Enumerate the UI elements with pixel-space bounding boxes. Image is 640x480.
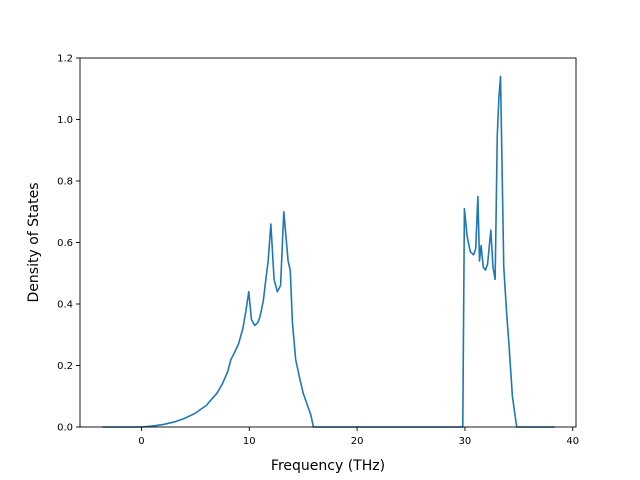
x-tick-label: 20 [351,436,364,447]
y-tick-label: 1.2 [57,54,73,65]
x-axis: 0 10 20 30 40 [138,427,579,447]
y-tick-label: 0.8 [57,177,73,188]
y-axis-label: Density of States [26,183,42,303]
y-axis: 0.0 0.2 0.4 0.6 0.8 1.0 1.2 [57,54,80,434]
x-tick-label: 40 [566,436,579,447]
y-tick-label: 0.2 [57,361,73,372]
y-tick-label: 0.4 [57,300,73,311]
y-tick-label: 0.0 [57,423,73,434]
x-tick-label: 0 [138,436,144,447]
y-tick-label: 0.6 [57,238,73,249]
x-tick-label: 10 [243,436,256,447]
dos-line [101,75,556,428]
y-tick-label: 1.0 [57,115,73,126]
x-axis-label: Frequency (THz) [271,458,385,474]
x-tick-label: 30 [459,436,472,447]
